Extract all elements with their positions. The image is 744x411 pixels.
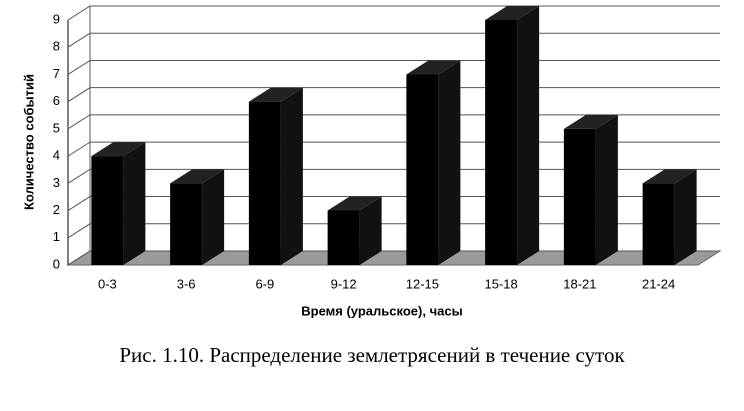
x-tick-label: 12-15 [406, 276, 439, 291]
grid-line [67, 114, 720, 130]
bar-face [170, 183, 203, 265]
bar [485, 6, 540, 265]
y-tick-label: 2 [53, 202, 60, 217]
bar-face [406, 74, 439, 265]
x-tick-label: 21-24 [642, 276, 675, 291]
bar-face [406, 60, 461, 75]
bar-face [485, 20, 518, 265]
bar [563, 114, 618, 265]
x-tick-label: 3-6 [177, 276, 196, 291]
bar-face [595, 114, 618, 265]
bar-face [642, 183, 675, 265]
grid-line [67, 32, 720, 48]
grid-line [67, 141, 720, 157]
bar-face [202, 169, 225, 265]
grid-line [67, 59, 720, 75]
x-tick-label: 9-12 [331, 276, 357, 291]
y-tick-label: 3 [53, 175, 60, 190]
bar-face [170, 169, 225, 184]
bar-face [327, 196, 382, 211]
x-tick-label: 0-3 [98, 276, 117, 291]
bar-face [359, 196, 382, 265]
grid-line [67, 5, 720, 21]
bar [248, 87, 303, 266]
bar-face [563, 128, 596, 265]
bar-face [327, 210, 360, 265]
grid-line [67, 168, 720, 184]
x-tick-label: 18-21 [563, 276, 596, 291]
y-tick-label: 4 [53, 148, 60, 163]
bar-face [485, 6, 540, 20]
bar [642, 169, 697, 265]
x-tick-label: 6-9 [255, 276, 274, 291]
bar-face [674, 169, 697, 265]
bar-face [91, 156, 124, 265]
grid-line [67, 87, 720, 103]
y-tick-label: 7 [53, 66, 60, 81]
bar-face [123, 142, 146, 265]
bar-face [642, 169, 697, 184]
y-tick-label: 5 [53, 120, 60, 135]
bar [91, 142, 146, 265]
bar-face [248, 87, 303, 102]
bar-face [248, 101, 281, 266]
y-axis-label: Количество событий [21, 74, 36, 210]
grid-line [67, 196, 720, 211]
bar [406, 60, 461, 265]
grid-line [67, 223, 720, 239]
y-tick-label: 8 [53, 39, 60, 54]
bar-face [438, 60, 461, 265]
y-tick-label: 0 [53, 256, 60, 271]
bar-face [91, 142, 146, 157]
bar [327, 196, 382, 265]
x-axis-label: Время (уральское), часы [301, 303, 462, 318]
x-tick-label: 15-18 [485, 276, 518, 291]
bar [170, 169, 225, 265]
y-tick-label: 1 [53, 229, 60, 244]
floor [66, 250, 722, 266]
bar-face [280, 87, 303, 266]
bar-face [517, 6, 540, 265]
bar-face [563, 114, 618, 129]
y-tick-label: 6 [53, 93, 60, 108]
y-tick-label: 9 [53, 11, 60, 26]
caption: Рис. 1.10. Распределение землетрясений в… [119, 343, 625, 367]
